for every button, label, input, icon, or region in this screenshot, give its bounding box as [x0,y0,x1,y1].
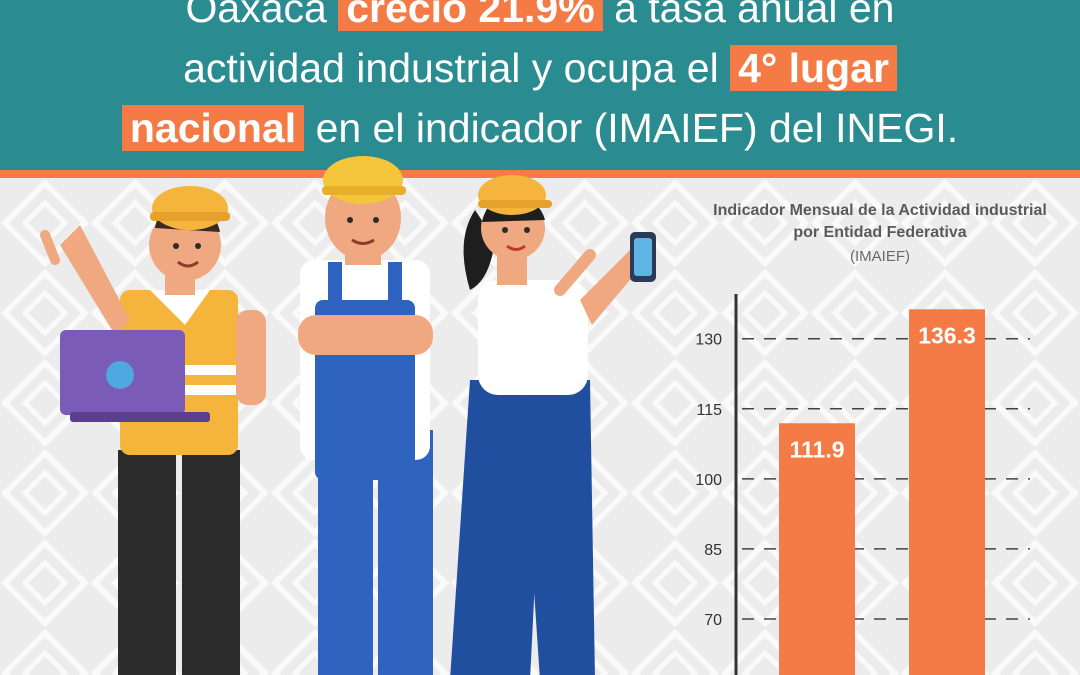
bar [779,423,855,675]
bar-value-label: 111.9 [789,436,844,462]
headline-text: en el indicador (IMAIEF) del INEGI. [304,105,959,151]
workers-illustration [40,156,656,675]
headline-text: Oaxaca [185,0,339,31]
y-tick-label: 100 [695,472,722,489]
worker-phone-figure [450,175,656,675]
bar-value-label: 136.3 [918,322,976,348]
headline: Oaxaca creció 21.9% a tasa anual en acti… [0,0,1080,158]
bar [909,309,985,675]
headline-highlight-growth: creció 21.9% [338,0,603,31]
y-tick-label: 115 [696,402,722,419]
headline-text: actividad industrial y ocupa el [183,45,731,91]
headline-highlight-national: nacional [121,105,305,151]
worker-laptop-figure [40,186,266,675]
headline-highlight-rank: 4° lugar [730,45,897,91]
header-accent-line [0,170,1080,178]
chart-panel: Indicador Mensual de la Actividad indust… [680,178,1080,675]
chart-title: Indicador Mensual de la Actividad indust… [713,202,1047,241]
y-tick-label: 85 [704,542,722,559]
y-tick-label: 130 [695,332,722,349]
y-tick-label: 70 [704,612,722,629]
chart-subtitle: (IMAIEF) [850,248,910,265]
headline-text: a tasa anual en [602,0,895,31]
header-banner: Oaxaca creció 21.9% a tasa anual en acti… [0,0,1080,170]
bar-chart: 70 85 100 115 130 111.9 136.3 [695,294,1030,675]
worker-overalls-figure [298,156,433,675]
